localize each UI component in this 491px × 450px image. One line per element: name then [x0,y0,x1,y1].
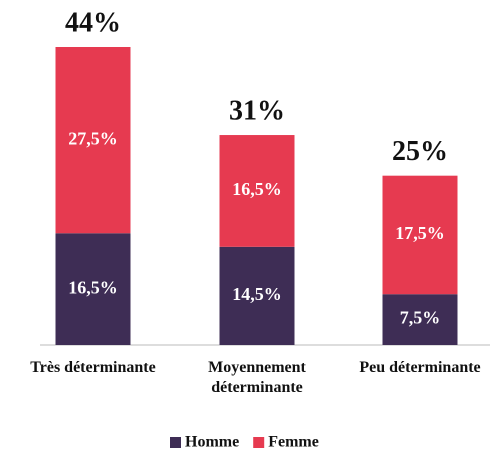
bar-segment [219,246,295,345]
value-label: 16,5% [68,277,118,297]
value-label: 27,5% [68,128,118,148]
legend-swatch [253,437,265,448]
legend-swatch [170,437,181,448]
legend-label: Homme [185,434,239,450]
bar-segment [382,175,458,295]
value-label: 16,5% [232,179,282,199]
category-label: Peu déterminante [359,359,481,376]
category-label: Moyennement déterminante [208,359,306,396]
bar-segment [382,294,458,345]
bar-segment [55,233,131,345]
total-label: 44% [65,7,121,38]
value-label: 14,5% [232,284,282,304]
total-label: 31% [229,95,285,126]
value-label: 7,5% [400,308,441,328]
legend-label: Femme [268,434,319,450]
bar-segment [55,47,131,234]
total-label: 25% [392,136,448,167]
category-label: Très déterminante [30,359,156,376]
bar-segment [219,135,295,247]
value-label: 17,5% [395,223,445,243]
